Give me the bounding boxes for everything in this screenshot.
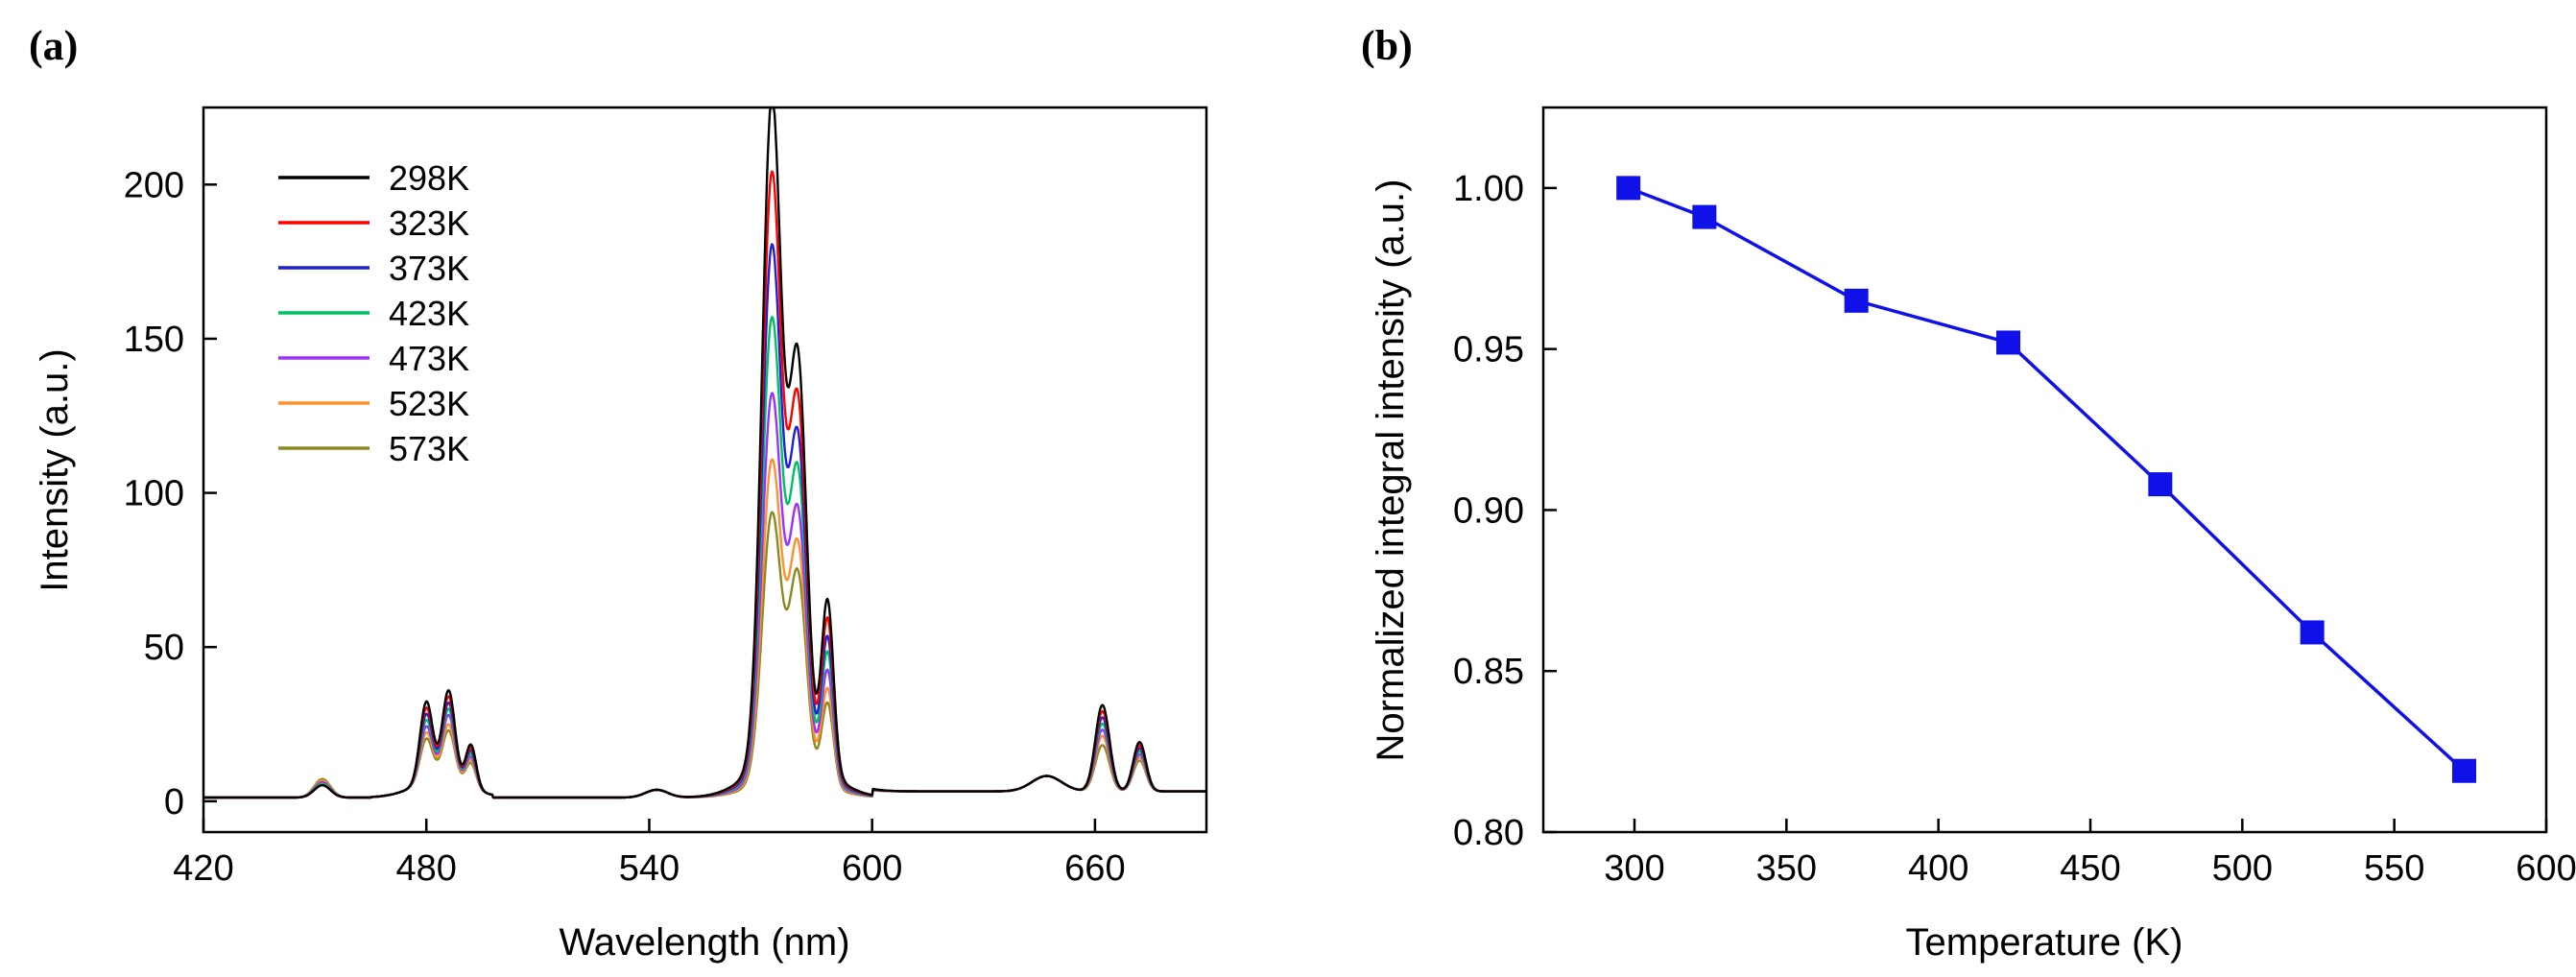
panel-a-x-tick-label: 660 bbox=[1064, 848, 1125, 889]
panel-b-plot-frame bbox=[1541, 106, 2548, 834]
panel-a-y-tick-label: 150 bbox=[124, 320, 184, 360]
data-point-298K bbox=[1616, 176, 1641, 201]
panel-a-x-axis-title: Wavelength (nm) bbox=[559, 921, 849, 964]
data-point-423K bbox=[1996, 330, 2020, 355]
data-point-323K bbox=[1692, 204, 1717, 229]
panel-b-y-tick-label: 0.90 bbox=[1453, 490, 1524, 531]
panel-a-x-tick-label: 540 bbox=[619, 848, 680, 889]
legend-label-523K: 523K bbox=[389, 384, 469, 423]
panel-b-label: (b) bbox=[1361, 22, 1413, 69]
panel-a-y-tick-label: 50 bbox=[144, 628, 184, 668]
data-point-573K bbox=[2452, 758, 2476, 783]
data-point-473K bbox=[2148, 472, 2173, 497]
panel-b-x-tick-label: 350 bbox=[1756, 848, 1817, 889]
panel-a-spectra-chart: (a) 420 480 540 600 660 0 50 100 150 200 298K 323K… bbox=[29, 22, 1208, 964]
panel-b-x-tick-label: 300 bbox=[1604, 848, 1664, 889]
legend-label-298K: 298K bbox=[389, 158, 469, 198]
panel-a-x-tick-label: 480 bbox=[396, 848, 457, 889]
series-line-523K bbox=[203, 458, 1207, 799]
panel-a-label: (a) bbox=[29, 22, 78, 69]
panel-a-ticks: 420 480 540 600 660 0 50 100 150 200 bbox=[124, 165, 1126, 889]
panel-b-y-axis-title: Normalized integral intensity (a.u.) bbox=[1370, 179, 1412, 762]
series-line-298K bbox=[203, 106, 1207, 799]
data-point-373K bbox=[1844, 288, 1869, 313]
panel-a-plot-frame bbox=[202, 106, 1208, 834]
panel-a-y-axis-title: Intensity (a.u.) bbox=[34, 348, 76, 591]
panel-b-x-tick-label: 400 bbox=[1908, 848, 1968, 889]
panel-a-legend: 298K 323K 373K 423K 473K 523K 573K bbox=[278, 158, 469, 468]
panel-b-y-tick-label: 0.80 bbox=[1453, 813, 1524, 853]
panel-a-x-tick-label: 420 bbox=[173, 848, 233, 889]
series-line-323K bbox=[203, 170, 1207, 799]
panel-b-y-tick-label: 0.85 bbox=[1453, 652, 1524, 692]
panel-b-intensity-chart: (b) 300 350 400 450 500 550 600 0.80 0.85 0.90 0.9… bbox=[1361, 22, 2576, 964]
panel-a-y-tick-label: 200 bbox=[124, 165, 184, 205]
series-line-573K bbox=[203, 511, 1207, 799]
panel-b-y-tick-label: 0.95 bbox=[1453, 330, 1524, 370]
series-line-473K bbox=[203, 392, 1207, 799]
panel-b-x-tick-label: 450 bbox=[2060, 848, 2120, 889]
legend-label-373K: 373K bbox=[389, 249, 469, 288]
panel-b-y-tick-label: 1.00 bbox=[1453, 169, 1524, 209]
panel-b-x-axis-title: Temperature (K) bbox=[1906, 921, 2183, 964]
legend-label-473K: 473K bbox=[389, 339, 469, 378]
legend-label-323K: 323K bbox=[389, 203, 469, 243]
panel-b-x-tick-label: 600 bbox=[2516, 848, 2576, 889]
series-line-373K bbox=[203, 243, 1207, 799]
panel-b-series-group bbox=[1616, 176, 2476, 783]
panel-a-y-tick-label: 100 bbox=[124, 474, 184, 514]
legend-label-423K: 423K bbox=[389, 294, 469, 333]
panel-b-x-tick-label: 550 bbox=[2364, 848, 2424, 889]
legend-label-573K: 573K bbox=[389, 429, 469, 468]
panel-a-x-tick-label: 600 bbox=[842, 848, 902, 889]
series-line-423K bbox=[203, 316, 1207, 799]
panel-b-series-line bbox=[1628, 186, 2466, 773]
panel-a-y-tick-label: 0 bbox=[164, 782, 184, 822]
data-point-523K bbox=[2300, 620, 2325, 645]
panel-a-series-group bbox=[203, 106, 1207, 799]
panel-b-x-tick-label: 500 bbox=[2212, 848, 2273, 889]
panel-b-ticks: 300 350 400 450 500 550 600 0.80 0.85 0.90 0.95 1.0… bbox=[1453, 169, 2576, 889]
